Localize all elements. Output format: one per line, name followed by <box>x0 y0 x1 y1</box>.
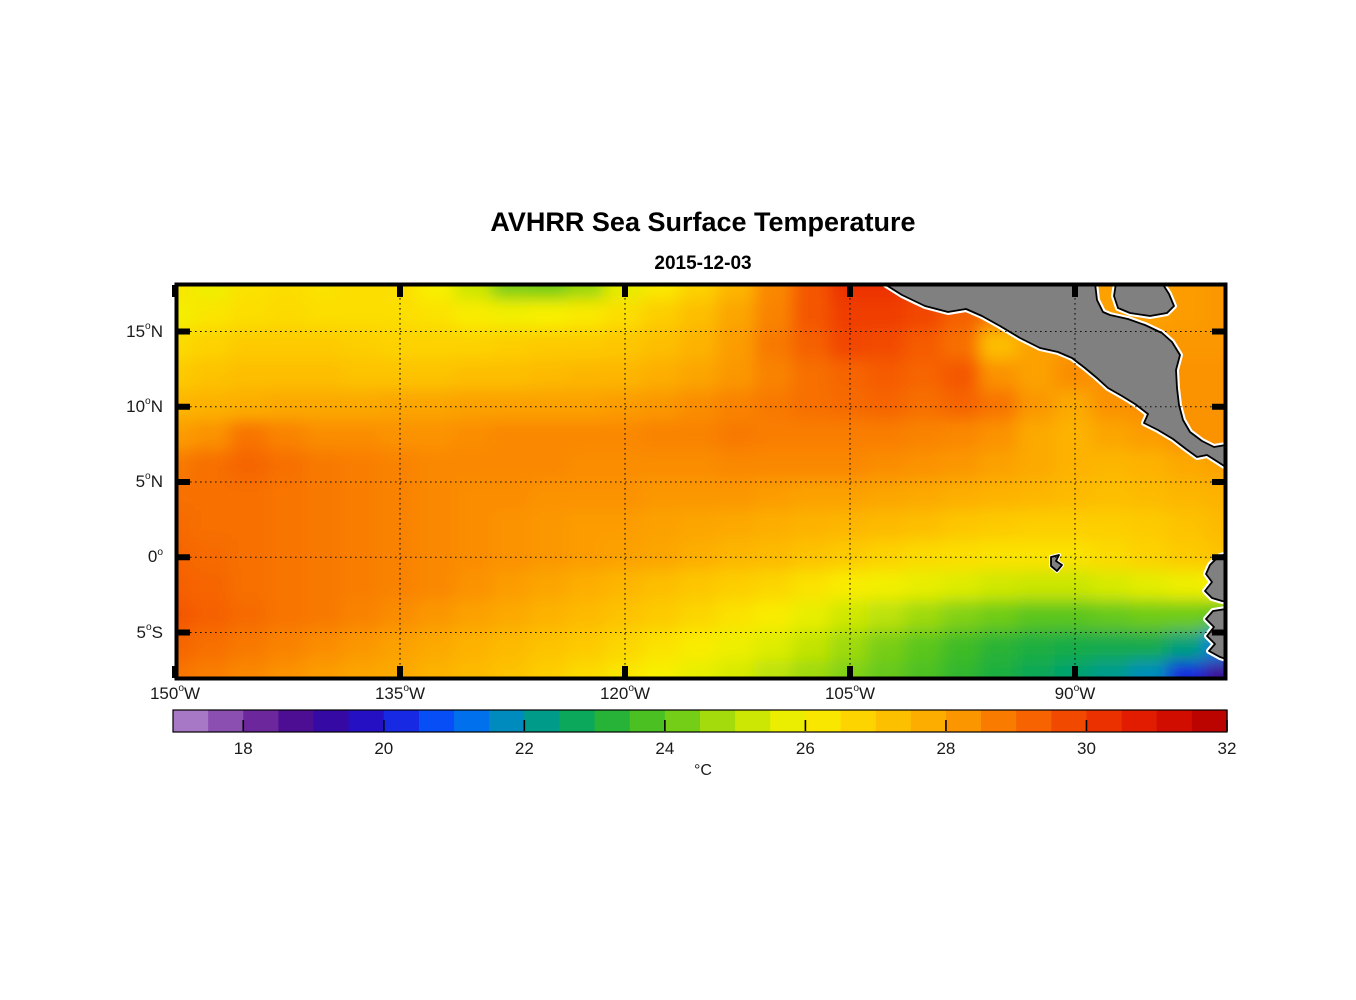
colorbar-segment <box>910 710 947 732</box>
tick-right <box>1212 554 1225 561</box>
colorbar-segment <box>1016 710 1053 732</box>
colorbar-segment <box>454 710 490 732</box>
tick-top <box>1072 285 1078 297</box>
colorbar-segment <box>664 710 701 732</box>
colorbar-segment <box>524 710 561 732</box>
tick-bottom <box>397 666 403 678</box>
tick-left <box>177 328 190 335</box>
tick-bottom <box>1072 666 1078 678</box>
colorbar-segment <box>700 710 736 732</box>
colorbar-tick-label-28: 28 <box>936 739 956 758</box>
colorbar-segment <box>489 710 526 732</box>
colorbar-segment <box>945 710 982 732</box>
colorbar-tick-label-22: 22 <box>514 739 534 758</box>
land-south-america-1 <box>1204 552 1227 603</box>
land-honduras-north <box>1113 283 1175 317</box>
gridline-layer <box>175 283 1227 680</box>
colorbar-tick-label-24: 24 <box>655 739 675 758</box>
colorbar-segment <box>383 710 420 732</box>
colorbar-border <box>172 709 1228 733</box>
colorbar-segment <box>1191 710 1228 732</box>
colorbar-unit-label: °C <box>694 762 712 779</box>
x-tick-label-150W: 150oW <box>149 683 201 703</box>
figure-date: 2015-12-03 <box>654 253 752 274</box>
colorbar-segment <box>208 710 244 732</box>
tick-top <box>397 285 403 297</box>
tick-left <box>177 554 190 561</box>
tick-right <box>1212 479 1225 485</box>
colorbar-tick-label-32: 32 <box>1217 739 1237 758</box>
tick-left <box>177 479 190 485</box>
colorbar-segment <box>770 710 807 732</box>
tick-top <box>622 285 628 297</box>
colorbar-segment <box>981 710 1017 732</box>
colorbar-segment <box>1156 710 1193 732</box>
colorbar-segment <box>594 710 631 732</box>
tick-right <box>1212 403 1225 410</box>
tick-left <box>177 403 190 410</box>
map-frame <box>174 282 1228 681</box>
colorbar-tick-label-20: 20 <box>374 739 394 758</box>
y-tick-label-10N: 10oN <box>126 396 163 416</box>
tick-marks-layer <box>172 285 1225 678</box>
tick-bottom <box>622 666 628 678</box>
tick-left <box>177 629 190 636</box>
colorbar-segment <box>559 710 596 732</box>
colorbar-segment <box>348 710 385 732</box>
x-tick-label-120W: 120oW <box>599 683 651 703</box>
colorbar-segment <box>278 710 315 732</box>
y-tick-label-5N: 5oN <box>135 471 163 491</box>
land-layer <box>880 283 1227 663</box>
x-tick-label-90W: 90oW <box>1054 683 1096 703</box>
colorbar-tick-label-30: 30 <box>1076 739 1096 758</box>
colorbar-segment <box>313 710 350 732</box>
y-tick-label-15N: 15oN <box>126 320 163 341</box>
x-tick-label-105W: 105oW <box>824 683 876 703</box>
colorbar-segment <box>173 710 209 732</box>
colorbar-segment <box>629 710 666 732</box>
colorbar-segment <box>875 710 912 732</box>
colorbar-segment <box>1121 710 1158 732</box>
colorbar-segment <box>418 710 455 732</box>
tick-right <box>1212 328 1225 335</box>
colorbar-tick-label-26: 26 <box>795 739 815 758</box>
y-tick-label-0eq: 0o <box>147 546 163 567</box>
colorbar <box>172 709 1228 733</box>
galapagos-island <box>1050 554 1063 572</box>
colorbar-tick-label-18: 18 <box>233 739 253 758</box>
tick-right <box>1212 629 1225 636</box>
figure-title: AVHRR Sea Surface Temperature <box>490 207 916 237</box>
x-tick-label-135W: 135oW <box>374 683 426 703</box>
colorbar-segment <box>805 710 842 732</box>
tick-top <box>847 285 853 297</box>
colorbar-segment <box>735 710 771 732</box>
colorbar-segment <box>1051 710 1088 732</box>
land-central-america <box>882 283 1227 469</box>
colorbar-segment <box>1086 710 1123 732</box>
y-tick-label-5S: 5oS <box>136 621 163 642</box>
colorbar-segment <box>840 710 877 732</box>
tick-bottom <box>847 666 853 678</box>
colorbar-segment <box>243 710 280 732</box>
